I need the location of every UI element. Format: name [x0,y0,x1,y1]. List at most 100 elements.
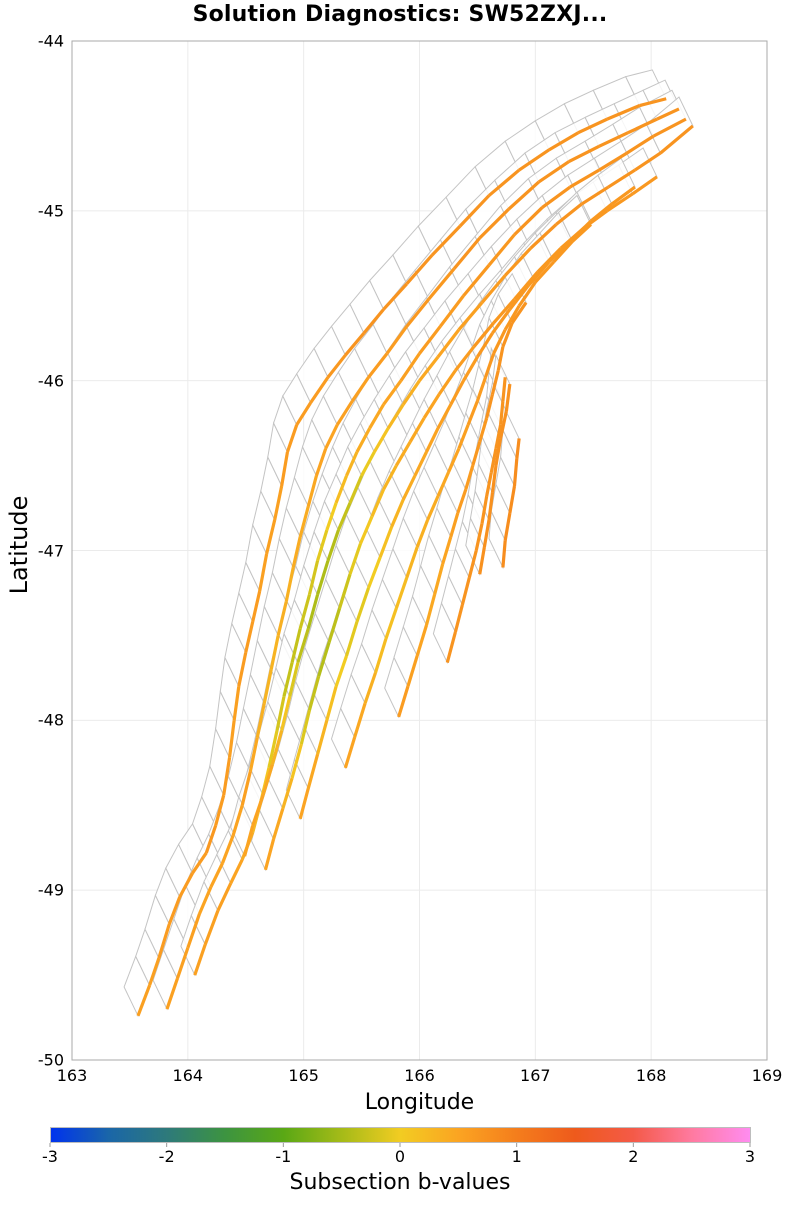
subsection-trace [397,685,410,718]
subsection-trace [471,441,482,467]
subsection-trace [335,400,354,426]
subsection-trace [466,400,479,426]
subsection-trace [577,117,608,135]
subsection-trace [355,587,371,623]
subsection-trace [248,736,259,772]
subsection-trace [209,862,225,888]
x-axis-label: Longitude [364,1090,475,1115]
subsection-trace [460,577,471,606]
subsection-trace [353,702,367,738]
subsection-trace [439,294,465,328]
subsection-trace [136,984,152,1017]
subsection-trace [178,872,194,898]
subsection-trace [569,168,600,189]
subsection-trace [503,512,512,541]
subsection-trace [424,594,437,626]
subsection-trace [367,352,389,379]
plot-border [71,40,768,1061]
subsection-trace [317,641,331,677]
subsection-trace [167,896,182,925]
subsection-trace [316,560,330,596]
subsection-trace [291,536,302,568]
subsection-trace [529,223,558,250]
subsection-trace [462,356,479,382]
subsection-trace [222,757,232,796]
subsection-trace [251,794,265,827]
subsection-trace [449,379,465,406]
subsection-trace [457,424,470,450]
subsection-trace [406,655,419,687]
subsection-trace [415,519,430,548]
subsection-trace [480,495,489,524]
subsection-trace [314,448,328,477]
subsection-trace [527,260,551,287]
subsection-trace [659,124,694,155]
y-tick-label: -49 [37,880,64,900]
subsection-trace [360,451,376,477]
subsection-trace [436,328,461,358]
subsection-trace [499,410,508,439]
subsection-trace [445,631,457,664]
subsection-trace [606,104,641,121]
subsection-trace [355,427,372,453]
subsection-trace [487,168,521,197]
subsection-trace [422,393,441,419]
subsection-trace [399,352,421,382]
subsection-trace [454,345,476,372]
subsection-trace [492,329,507,355]
subsection-trace [204,825,218,854]
subsection-trace [552,240,574,263]
subsection-trace [334,475,349,504]
subsection-trace [490,465,498,493]
y-tick-label: -46 [37,371,64,391]
subsection-trace [541,185,572,209]
subsection-trace [490,370,500,395]
subsection-trace [325,685,338,721]
chart-title: Solution Diagnostics: SW52ZXJ... [192,2,608,27]
subsection-trace [263,838,276,871]
subsection-trace [401,379,421,406]
subsection-trace [464,465,475,490]
colorbar-tick-label: -2 [158,1147,175,1166]
subsection-trace [568,144,600,164]
subsection-trace [362,308,385,335]
subsection-trace [240,770,252,806]
colorbar-tick-label: -3 [42,1147,58,1166]
subsection-trace [175,947,190,979]
subsection-trace [501,377,507,402]
subsection-trace [478,208,510,240]
subsection-trace [453,604,464,633]
subsection-trace [262,669,273,704]
subsection-trace [513,206,544,236]
subsection-trace [482,519,491,548]
subsection-trace [510,301,528,324]
subsection-trace [498,400,505,425]
subsection-trace [494,424,503,449]
subsection-trace [243,825,255,857]
y-tick-label: -44 [37,31,64,51]
subsection-trace [474,522,484,551]
colorbar-tick-label: 0 [394,1147,406,1166]
subsection-trace [394,440,412,467]
colorbar-tick-label: 2 [628,1147,639,1166]
subsection-trace [157,923,171,959]
subsection-trace [485,393,495,419]
subsection-trace [457,301,484,331]
subsection-trace [338,573,352,609]
subsection-trace [306,475,318,507]
subsection-trace [299,709,312,745]
subsection-trace [478,417,489,443]
y-axis-label: Latitude [2,470,36,620]
subsection-trace [306,753,320,789]
subsection-trace [296,628,310,664]
subsection-trace [336,502,352,531]
subsection-trace [382,464,398,491]
subsection-trace [358,515,374,545]
subsection-trace [309,376,330,404]
subsection-trace [484,352,496,378]
subsection-trace [276,601,288,636]
subsection-trace [485,472,493,497]
subsection-trace [568,219,593,243]
subsection-trace [324,424,339,450]
x-tick-label: 163 [56,1066,88,1085]
